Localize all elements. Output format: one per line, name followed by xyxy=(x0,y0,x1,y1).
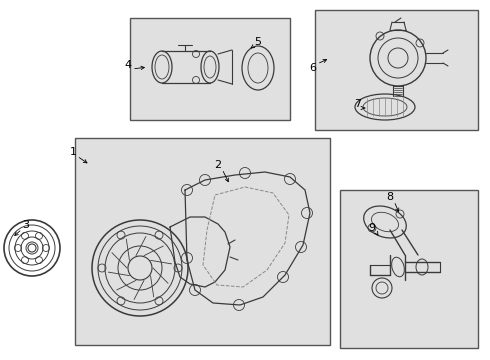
Text: 1: 1 xyxy=(70,147,76,157)
Bar xyxy=(340,190,478,348)
Bar xyxy=(130,18,290,120)
Text: 3: 3 xyxy=(23,220,29,230)
Text: 8: 8 xyxy=(387,192,393,202)
Text: 6: 6 xyxy=(310,63,317,73)
Bar xyxy=(75,138,330,345)
Text: 2: 2 xyxy=(215,160,221,170)
Text: 4: 4 xyxy=(124,60,131,70)
Text: 5: 5 xyxy=(254,37,262,47)
Text: 9: 9 xyxy=(368,223,375,233)
Bar xyxy=(315,10,478,130)
Text: 7: 7 xyxy=(354,99,362,109)
